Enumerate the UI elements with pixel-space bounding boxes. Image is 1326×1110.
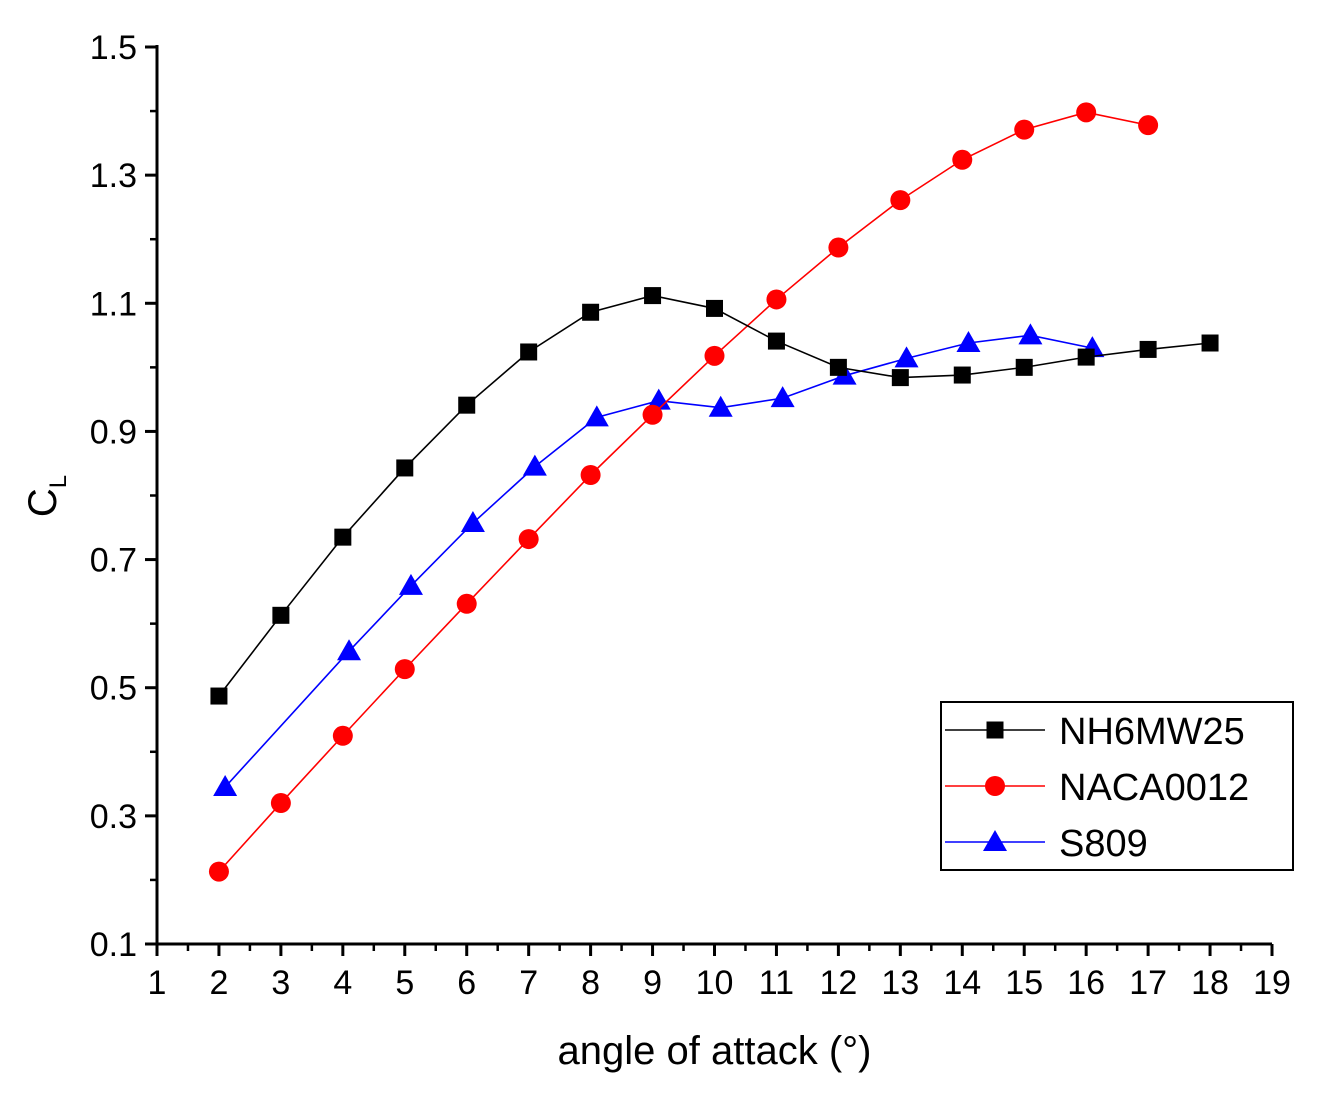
series-line-naca0012 [218,111,1149,873]
x-tick-label: 18 [1191,964,1229,1002]
data-point-nh6mw25 [1015,358,1033,376]
x-tick-label: 14 [943,964,981,1002]
y-axis-title-subscript: L [45,475,72,488]
data-point-nh6mw25 [1077,348,1095,366]
y-tick-label: 0.1 [90,926,137,964]
data-point-naca0012 [332,725,353,746]
data-point-nh6mw25 [767,332,785,350]
data-point-s809 [398,573,423,595]
data-point-nh6mw25 [706,299,723,317]
x-tick-label: 7 [519,964,538,1002]
data-point-s809 [770,386,795,408]
x-tick-label: 9 [643,964,662,1002]
data-point-nh6mw25 [829,358,847,376]
data-point-naca0012 [518,529,539,550]
x-tick-label: 3 [271,964,290,1002]
legend-label-nh6mw25: NH6MW25 [1059,711,1245,753]
data-point-nh6mw25 [458,396,476,414]
legend-marker-s809 [983,830,1007,851]
data-point-naca0012 [704,345,725,366]
axes: 0.10.30.50.70.91.11.31.51 2 3 4 5 6 7 8 9 10 11 12 1… [90,29,1291,1002]
data-point-naca0012 [1076,102,1097,123]
x-tick-label: 5 [395,964,414,1002]
x-tick-label: 12 [819,964,857,1002]
legend-marker-naca0012 [985,776,1005,796]
x-tick-label: 11 [759,964,794,1002]
x-tick-label: 8 [581,964,600,1002]
x-tick-label: 13 [881,964,919,1002]
y-axis-title: CL [21,475,72,517]
data-point-naca0012 [1138,115,1159,136]
plot-area [208,102,1219,882]
x-tick-label: 17 [1129,964,1167,1002]
data-point-naca0012 [270,793,291,814]
x-tick-label: 16 [1067,964,1105,1002]
x-tick-label: 2 [209,964,228,1002]
data-point-nh6mw25 [334,528,352,546]
data-point-s809 [894,346,919,368]
data-point-s809 [1018,323,1043,345]
legend-label-naca0012: NACA0012 [1059,767,1249,809]
x-tick-label: 10 [696,964,734,1002]
data-point-nh6mw25 [520,343,538,361]
legend-marker-nh6mw25 [986,721,1004,739]
data-point-naca0012 [952,149,973,170]
data-point-nh6mw25 [644,287,662,305]
data-point-naca0012 [828,237,849,258]
data-point-naca0012 [394,659,415,680]
data-point-s809 [213,775,238,797]
y-tick-label: 0.9 [90,413,137,451]
x-axis-title: angle of attack (°) [558,1029,872,1073]
x-tick-label: 6 [457,964,476,1002]
data-point-naca0012 [766,289,787,310]
x-tick-label: 19 [1253,964,1291,1002]
x-tick-label: 15 [1005,964,1043,1002]
y-tick-label: 0.7 [90,542,137,580]
y-axis-title-main: C [21,488,65,517]
x-tick-label: 1 [148,964,167,1002]
series-line-s809 [224,334,1093,788]
data-point-nh6mw25 [891,369,909,387]
data-point-naca0012 [642,404,663,425]
data-point-nh6mw25 [1201,334,1219,352]
legend: NH6MW25 NACA0012 S809 [940,701,1294,871]
y-tick-label: 0.5 [90,670,137,708]
data-point-nh6mw25 [210,687,228,705]
data-point-s809 [708,395,733,417]
data-point-nh6mw25 [272,606,290,624]
data-point-naca0012 [1014,119,1035,140]
data-point-nh6mw25 [953,366,971,384]
y-tick-label: 0.3 [90,798,137,836]
y-tick-label: 1.3 [90,157,137,195]
data-point-s809 [522,454,547,476]
data-point-s809 [460,511,485,533]
data-point-s809 [337,639,362,661]
x-tick-label: 4 [333,964,352,1002]
data-point-nh6mw25 [1139,340,1157,358]
y-tick-label: 1.1 [90,285,137,323]
data-point-s809 [646,388,671,410]
data-point-s809 [956,331,981,353]
data-point-naca0012 [580,464,601,485]
data-point-nh6mw25 [582,303,600,321]
data-point-nh6mw25 [396,459,414,477]
data-point-naca0012 [890,190,911,211]
y-tick-label: 1.5 [90,29,137,67]
data-point-naca0012 [208,861,229,882]
data-point-naca0012 [456,593,477,614]
legend-label-s809: S809 [1059,823,1148,865]
data-point-s809 [584,405,609,427]
